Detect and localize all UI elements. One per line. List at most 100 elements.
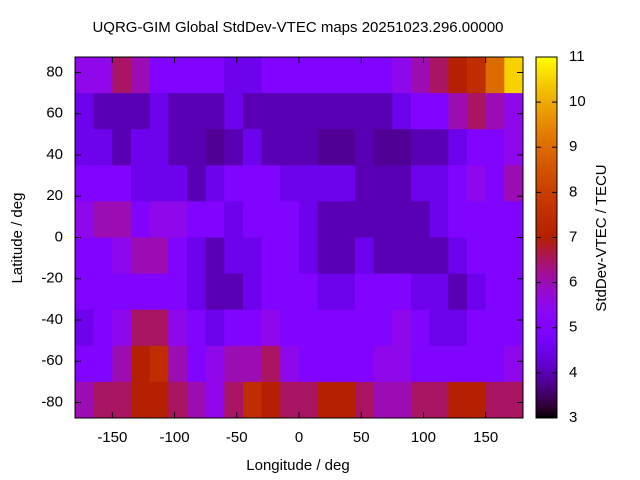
heatmap-cell bbox=[187, 93, 207, 130]
heatmap-cell bbox=[205, 273, 225, 311]
heatmap-cell bbox=[243, 93, 263, 130]
heatmap-cell bbox=[299, 237, 319, 275]
heatmap-cell bbox=[168, 165, 188, 202]
heatmap-cell bbox=[317, 273, 337, 311]
heatmap-cell bbox=[467, 237, 487, 275]
heatmap-cell bbox=[149, 57, 169, 94]
heatmap-cell bbox=[299, 201, 319, 238]
heatmap-cell bbox=[149, 309, 169, 347]
heatmap-cell bbox=[392, 129, 412, 166]
heatmap-cell bbox=[485, 93, 505, 130]
heatmap-cell bbox=[429, 345, 449, 383]
heatmap-cell bbox=[392, 57, 412, 94]
heatmap-cell bbox=[355, 237, 375, 275]
heatmap-cell bbox=[168, 57, 188, 94]
heatmap-cell bbox=[205, 93, 225, 130]
heatmap-cell bbox=[168, 309, 188, 347]
heatmap-cell bbox=[243, 201, 263, 238]
heatmap-cell bbox=[224, 345, 244, 383]
heatmap-cell bbox=[205, 309, 225, 347]
heatmap-cell bbox=[429, 93, 449, 130]
heatmap-cell bbox=[373, 381, 393, 419]
heatmap-cell bbox=[131, 57, 151, 94]
heatmap-cell bbox=[205, 345, 225, 383]
colorbar-tick-label: 5 bbox=[569, 319, 577, 336]
x-tick-label: -150 bbox=[97, 429, 127, 446]
heatmap-cell bbox=[187, 237, 207, 275]
heatmap-cell bbox=[411, 273, 431, 311]
heatmap-cell bbox=[373, 273, 393, 311]
heatmap-cell bbox=[429, 201, 449, 238]
heatmap-cell bbox=[93, 237, 113, 275]
heatmap-cell bbox=[187, 129, 207, 166]
heatmap-cell bbox=[485, 57, 505, 94]
colorbar-tick-label: 8 bbox=[569, 183, 577, 200]
heatmap-cell bbox=[131, 345, 151, 383]
heatmap-cell bbox=[261, 273, 281, 311]
heatmap-cell bbox=[467, 201, 487, 238]
heatmap-cell bbox=[355, 345, 375, 383]
heatmap-cell bbox=[504, 57, 524, 94]
colorbar-tick-label: 3 bbox=[569, 409, 577, 426]
heatmap-cell bbox=[355, 129, 375, 166]
heatmap-cell bbox=[205, 165, 225, 202]
heatmap-cell bbox=[112, 237, 132, 275]
heatmap-cell bbox=[373, 57, 393, 94]
heatmap-cell bbox=[411, 129, 431, 166]
heatmap-cell bbox=[448, 129, 468, 166]
heatmap-cell bbox=[261, 237, 281, 275]
heatmap-cell bbox=[280, 309, 300, 347]
heatmap-cell bbox=[280, 237, 300, 275]
heatmap-cell bbox=[373, 237, 393, 275]
heatmap-cell bbox=[373, 309, 393, 347]
heatmap-cell bbox=[224, 237, 244, 275]
heatmap-cell bbox=[261, 345, 281, 383]
heatmap-cell bbox=[429, 129, 449, 166]
heatmap-cell bbox=[355, 201, 375, 238]
heatmap-cell bbox=[75, 129, 95, 166]
heatmap-cell bbox=[149, 93, 169, 130]
heatmap-cell bbox=[243, 129, 263, 166]
heatmap-cell bbox=[224, 93, 244, 130]
heatmap-cell bbox=[243, 237, 263, 275]
heatmap-cell bbox=[187, 165, 207, 202]
x-tick-label: -100 bbox=[160, 429, 190, 446]
heatmap-cell bbox=[75, 201, 95, 238]
heatmap-cell bbox=[299, 273, 319, 311]
heatmap-cell bbox=[149, 165, 169, 202]
heatmap-cell bbox=[187, 345, 207, 383]
heatmap-cell bbox=[299, 93, 319, 130]
heatmap-cell bbox=[75, 93, 95, 130]
heatmap-cell bbox=[168, 201, 188, 238]
heatmap-cell bbox=[93, 309, 113, 347]
y-tick-label: 40 bbox=[46, 146, 63, 163]
heatmap-cell bbox=[504, 309, 524, 347]
heatmap-cell bbox=[280, 201, 300, 238]
heatmap-cell bbox=[299, 57, 319, 94]
heatmap-cell bbox=[467, 273, 487, 311]
colorbar-label: StdDev-VTEC / TECU bbox=[593, 164, 610, 311]
heatmap-cell bbox=[392, 309, 412, 347]
y-tick-label: 0 bbox=[55, 228, 63, 245]
heatmap-cell bbox=[75, 237, 95, 275]
heatmap-cell bbox=[205, 57, 225, 94]
heatmap-cell bbox=[93, 381, 113, 419]
heatmap-cell bbox=[93, 201, 113, 238]
heatmap-cell bbox=[411, 93, 431, 130]
heatmap-cell bbox=[336, 345, 356, 383]
heatmap-cell bbox=[467, 129, 487, 166]
heatmap-cell bbox=[485, 165, 505, 202]
heatmap-cell bbox=[373, 201, 393, 238]
heatmap-cell bbox=[75, 345, 95, 383]
heatmap-cell bbox=[168, 237, 188, 275]
heatmap-cell bbox=[224, 165, 244, 202]
heatmap-cell bbox=[336, 237, 356, 275]
heatmap-cell bbox=[448, 381, 468, 419]
heatmap-cell bbox=[93, 273, 113, 311]
y-tick-label: -60 bbox=[41, 352, 63, 369]
heatmap-cell bbox=[280, 273, 300, 311]
heatmap-cell bbox=[149, 381, 169, 419]
heatmap-cell bbox=[504, 93, 524, 130]
heatmap-cell bbox=[168, 381, 188, 419]
heatmap-cell bbox=[336, 201, 356, 238]
